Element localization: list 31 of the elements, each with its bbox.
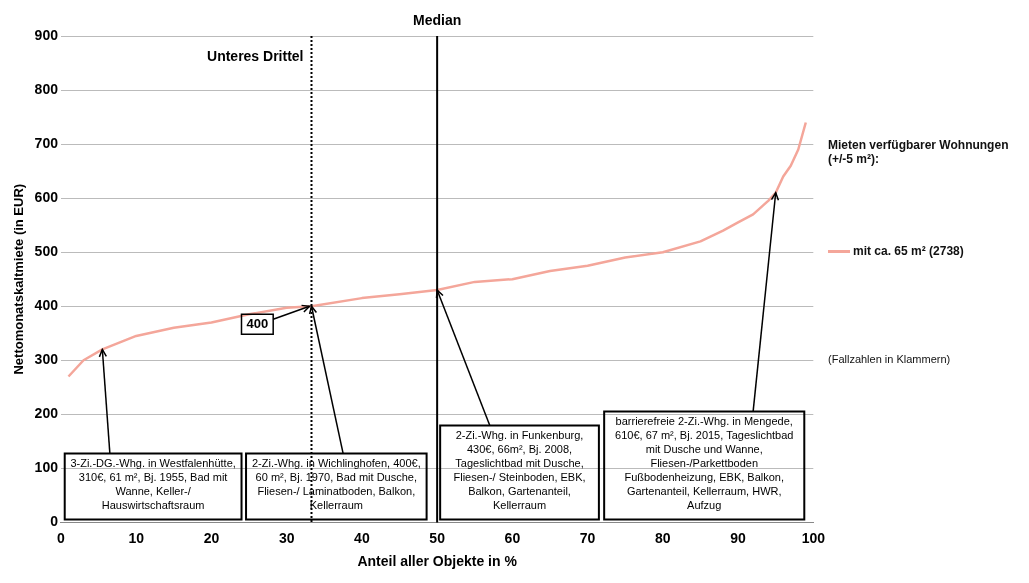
x-tick-label: 90	[730, 529, 747, 546]
annotation: 2-Zi.-Whg. in Funkenburg, 430€, 66m², Bj. 2008, Tageslichtbad mit Dusche, Fliesen-/ Steinboden, EBK, Balkon, Gartenanteil, Kellerraum	[453, 428, 586, 511]
legend-title: Mieten verfügbarer Wohnungen (+/-5 m²):	[828, 138, 1010, 166]
x-tick-label: 70	[579, 529, 596, 546]
ref-line-label: Median	[413, 11, 462, 28]
y-tick-label: 100	[34, 459, 59, 476]
annotation: 3-Zi.-DG.-Whg. in Westfalenhütte, 310€, 61 m², Bj. 1955, Bad mit Wanne, Keller-/ Hauswirtschaftsraum	[70, 456, 236, 511]
y-tick-label: 900	[34, 26, 59, 43]
annotation: 400	[246, 315, 269, 331]
y-tick-label: 700	[34, 134, 59, 151]
x-tick-label: 60	[504, 529, 521, 546]
x-axis-title: Anteil aller Objekte in %	[357, 553, 518, 570]
y-tick-label: 300	[34, 351, 59, 368]
legend-label: mit ca. 65 m² (2738)	[853, 244, 964, 258]
x-tick-label: 40	[354, 529, 370, 546]
x-tick-label: 50	[429, 529, 446, 546]
y-axis-title: Nettomonatskaltmiete (in EUR)	[11, 183, 27, 375]
y-tick-label: 600	[34, 188, 59, 205]
ref-line-label: Unteres Drittel	[207, 48, 304, 65]
y-tick-label: 500	[34, 243, 59, 260]
y-tick-label: 800	[34, 80, 59, 97]
x-tick-label: 10	[128, 529, 145, 546]
x-tick-label: 20	[203, 529, 220, 546]
y-tick-label: 0	[50, 513, 59, 530]
x-tick-label: 100	[801, 529, 826, 546]
y-tick-label: 200	[34, 405, 59, 422]
text: (Fallzahlen in Klammern)	[828, 353, 952, 365]
x-tick-label: 80	[655, 529, 671, 546]
y-tick-label: 400	[34, 297, 59, 314]
annotation: barrierefreie 2-Zi.-Whg. in Mengede, 610€, 67 m², Bj. 2015, Tageslichtbad mit Dusche und Wanne, Fliesen-/Parkettboden Fußbodenheizung, EBK, Balkon, Gartenanteil, Kellerraum, HWR, Aufzug	[615, 414, 794, 511]
x-tick-label: 30	[278, 529, 295, 546]
